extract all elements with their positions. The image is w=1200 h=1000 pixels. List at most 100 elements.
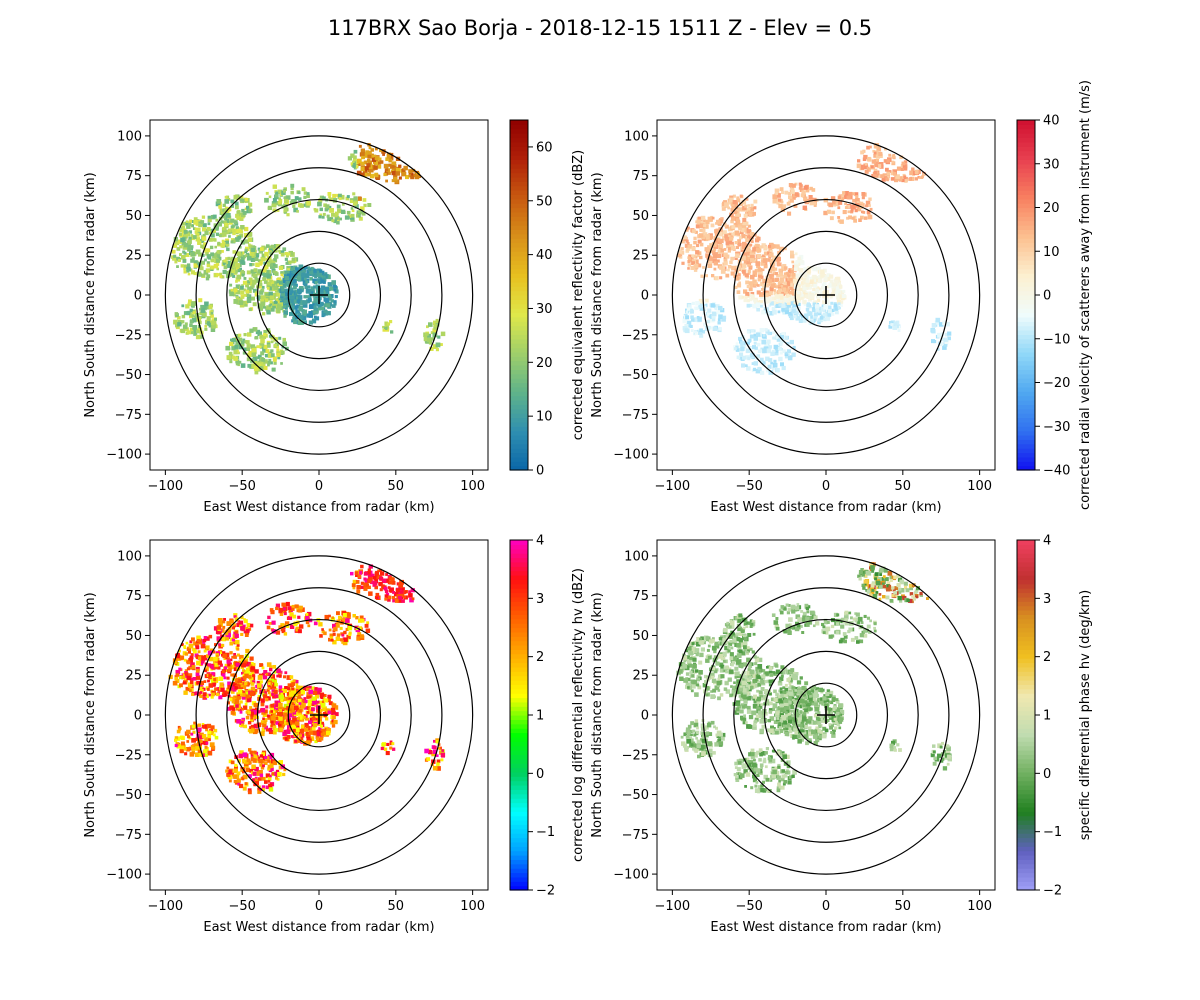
radar-gate (185, 686, 190, 691)
radar-gate (702, 266, 705, 269)
radar-gate (205, 228, 208, 232)
radar-gate (235, 359, 240, 364)
radar-gate (199, 307, 202, 311)
radar-gate (749, 303, 753, 307)
radar-gate (270, 349, 274, 353)
radar-gate (691, 301, 695, 305)
radar-gate (738, 336, 742, 341)
radar-gate (293, 702, 297, 706)
radar-gate (759, 292, 764, 297)
radar-gate (185, 641, 189, 645)
radar-gate (197, 730, 201, 734)
radar-gate (696, 244, 700, 248)
colorbar-swatch (1017, 413, 1035, 419)
radar-gate (770, 296, 775, 301)
radar-gate (274, 728, 279, 732)
radar-gate (333, 302, 337, 306)
radar-gate (304, 722, 309, 728)
radar-gate (185, 672, 189, 676)
radar-gate (317, 687, 322, 692)
radar-gate (284, 257, 288, 261)
radar-gate (301, 289, 304, 293)
radar-gate (794, 264, 799, 269)
colorbar-swatch (1017, 198, 1035, 204)
radar-gate (742, 205, 747, 211)
radar-gate (239, 720, 244, 725)
radar-gate (763, 246, 768, 250)
colorbar-swatch (510, 176, 528, 182)
radar-gate (762, 348, 767, 354)
radar-gate (275, 717, 279, 720)
radar-gate (433, 344, 438, 349)
radar-gate (680, 250, 685, 255)
colorbar-swatch (510, 382, 528, 388)
radar-gate (254, 766, 259, 772)
radar-gate (282, 731, 287, 737)
radar-gate (263, 330, 267, 334)
radar-gate (855, 198, 860, 203)
colorbar-frame (509, 119, 529, 471)
radar-gate (237, 696, 240, 700)
radar-gate (179, 675, 183, 680)
radar-gate (718, 314, 723, 319)
radar-gate (901, 176, 904, 179)
radar-gate (804, 294, 809, 299)
radar-gate (181, 222, 184, 226)
radar-gate (319, 692, 324, 697)
radar-gate (812, 318, 816, 323)
radar-gate (294, 196, 299, 200)
radar-gate (191, 314, 195, 318)
radar-gate (772, 337, 775, 340)
radar-gate (831, 312, 835, 316)
radar-gate (811, 188, 816, 192)
radar-gate (285, 729, 291, 735)
radar-gate (280, 307, 284, 311)
radar-gate (746, 285, 750, 289)
radar-gate (385, 157, 389, 161)
colorbar-swatch (1017, 365, 1035, 370)
radar-gate (832, 289, 836, 294)
radar-gate (295, 721, 300, 726)
radar-gate (242, 211, 247, 215)
radar-gate (221, 250, 224, 253)
radar-gate (799, 287, 803, 292)
radar-gate (229, 283, 233, 287)
radar-gate (937, 332, 942, 338)
radar-gate (192, 677, 197, 681)
radar-gate (745, 254, 749, 258)
radar-gate (202, 687, 206, 691)
radar-gate (308, 685, 312, 689)
radar-gate (408, 590, 412, 594)
radar-gate (302, 315, 307, 321)
radar-gate (251, 764, 256, 769)
radar-gate (727, 247, 731, 251)
radar-gate (218, 234, 222, 238)
radar-gate (758, 300, 764, 305)
radar-gate (283, 187, 287, 191)
radar-gate (227, 228, 232, 233)
radar-gate (332, 193, 337, 198)
radar-gate (284, 301, 289, 306)
radar-gate (831, 210, 835, 215)
colorbar-swatch (510, 172, 528, 178)
radar-gate (741, 295, 745, 299)
radar-gate (908, 177, 912, 181)
radar-gate (755, 302, 761, 307)
radar-gate (273, 689, 278, 694)
radar-gate (173, 237, 178, 242)
radar-gate (779, 301, 783, 305)
radar-gate (318, 198, 323, 203)
radar-gate (317, 201, 322, 207)
radar-gate (183, 243, 189, 248)
radar-gate (766, 348, 772, 354)
radar-gate (784, 190, 789, 195)
radar-gate (193, 217, 198, 221)
radar-gate (238, 707, 243, 712)
radar-gate (295, 296, 300, 301)
radar-gate (725, 241, 730, 246)
radar-gate (822, 287, 826, 291)
radar-gate (790, 307, 794, 311)
radar-gate (719, 238, 724, 244)
radar-gate (840, 300, 844, 304)
radar-gate (227, 657, 230, 660)
